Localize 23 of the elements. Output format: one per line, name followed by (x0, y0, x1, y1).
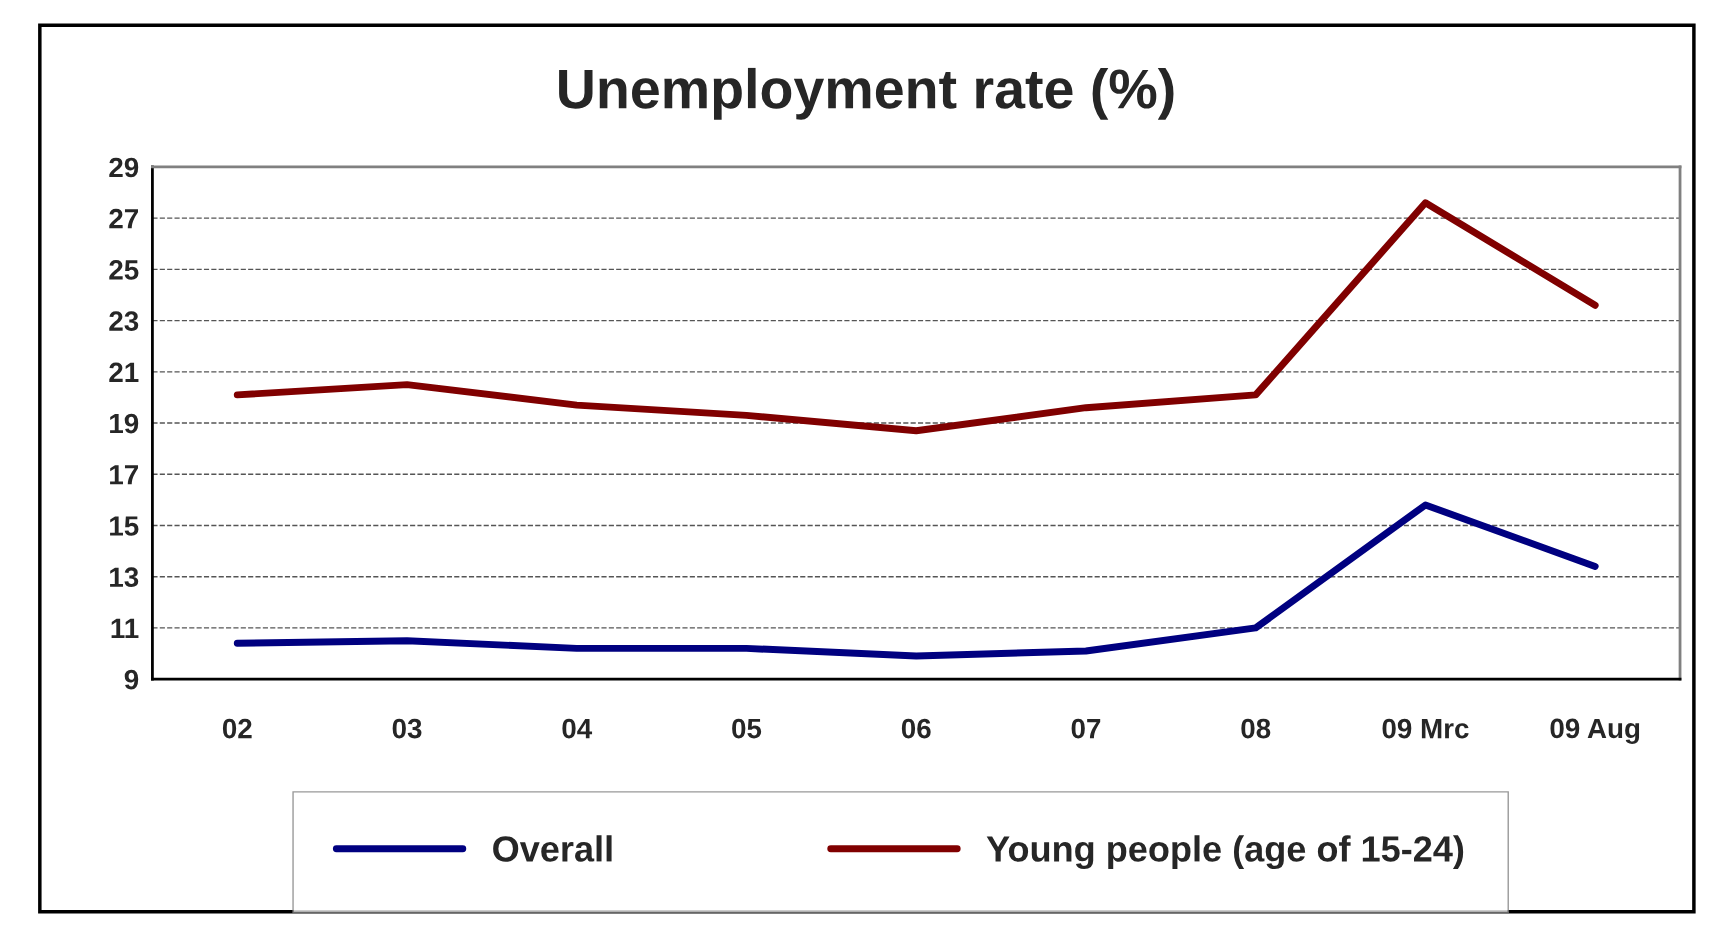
y-tick-label: 9 (124, 669, 139, 690)
x-tick-label: 08 (1241, 718, 1271, 739)
legend-label: Young people (age of 15-24) (986, 835, 1464, 870)
y-tick-label: 29 (109, 157, 139, 178)
y-tick-label: 25 (109, 260, 139, 280)
y-tick-label: 23 (109, 311, 139, 331)
x-tick-label: 02 (222, 718, 252, 739)
chart-title: Unemployment rate (%) (559, 67, 1174, 120)
x-tick-label: 09 Mrc (1382, 718, 1469, 739)
y-tick-label: 15 (110, 516, 139, 536)
y-tick-label: 11 (111, 618, 139, 638)
x-tick-label: 03 (392, 718, 422, 739)
y-tick-label: 27 (109, 208, 138, 229)
x-tick-label: 05 (732, 718, 762, 739)
x-tick-label: 09 Aug (1550, 718, 1640, 744)
y-tick-label: 17 (110, 465, 138, 485)
y-tick-label: 13 (110, 567, 139, 588)
y-tick-label: 19 (110, 413, 139, 434)
x-tick-label: 06 (901, 718, 931, 739)
y-tick-label: 21 (109, 362, 139, 382)
x-tick-label: 04 (562, 718, 593, 739)
legend-label: Overall (493, 835, 612, 862)
x-tick-label: 07 (1071, 718, 1101, 739)
